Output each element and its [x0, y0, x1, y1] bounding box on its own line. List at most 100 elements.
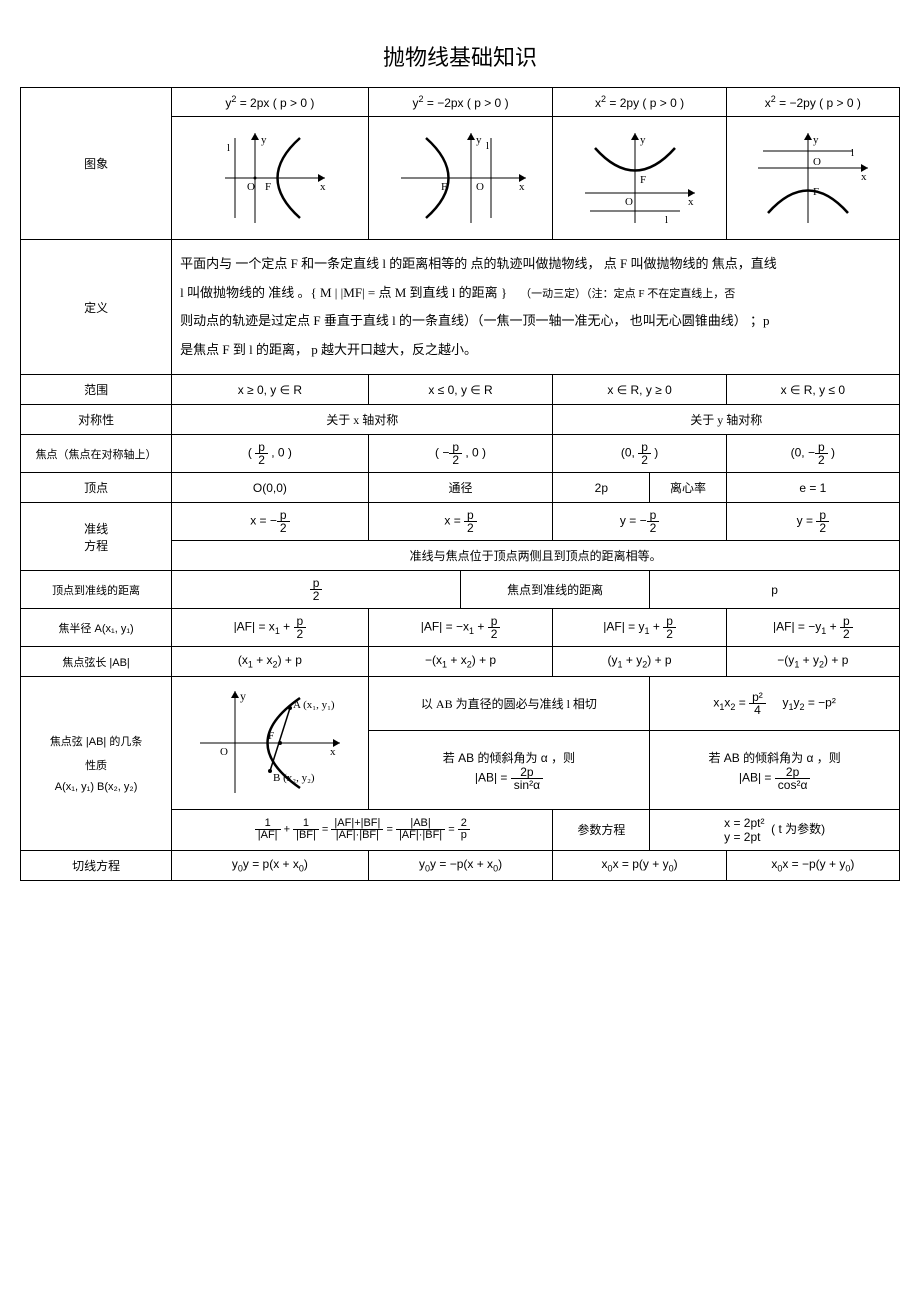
- def-line4: 是焦点 F 到 l 的距离， p 越大开口越大，反之越小。: [180, 342, 477, 357]
- dir2-pre: x =: [444, 514, 464, 528]
- svg-text:O: O: [476, 181, 484, 193]
- chord-r2c2-text: 若 AB 的倾斜角为 α ，则: [654, 749, 895, 766]
- def-line3: 则动点的轨迹是过定点 F 垂直于直线 l 的一条直线）（一焦一顶一轴一准无心， …: [180, 313, 769, 328]
- focus4: (0, −p2 ): [726, 435, 899, 473]
- graph3: y O F x l: [553, 117, 726, 240]
- svg-text:y: y: [261, 134, 267, 146]
- svg-text:l: l: [227, 142, 230, 154]
- range3: x ∈ R, y ≥ 0: [553, 375, 726, 405]
- row-label-tangent: 切线方程: [21, 850, 172, 880]
- fc1: (x1 + x2) + p: [172, 647, 368, 676]
- def-line1: 平面内与 一个定点 F 和一条定直线 l 的距离相等的 点的轨迹叫做抛物线， 点…: [180, 256, 777, 271]
- chord-r3c2b: x = 2pt² y = 2pt ( t 为参数): [650, 809, 900, 850]
- focus1: ( p2 , 0 ): [172, 435, 368, 473]
- fr2: |AF| = −x1 + p2: [368, 609, 553, 647]
- def-line2b: （一动三定）（注：定点 F 不在定直线上，否: [520, 288, 735, 300]
- svg-text:x: x: [320, 181, 326, 193]
- row-label-chord: 焦点弦 |AB| 的几条 性质 A(x₁, y₁) B(x₂, y₂): [21, 676, 172, 850]
- r2c2-den: cos²α: [775, 779, 811, 791]
- chord-r3c2a: 参数方程: [553, 809, 650, 850]
- svg-text:x: x: [688, 196, 694, 208]
- symmetry-x: 关于 x 轴对称: [172, 405, 553, 435]
- symmetry-y: 关于 y 轴对称: [553, 405, 900, 435]
- row-label-fc: 焦点弦长 |AB|: [21, 647, 172, 676]
- vertex-val: O(0,0): [172, 473, 368, 503]
- chord-r3c1: 1|AF| + 1|BF| = |AF|+|BF||AF|·|BF| = |AB…: [172, 809, 553, 850]
- chord-graph: y O F x A (x₁, y₁) B (x₂, y₂): [172, 676, 368, 809]
- dir1: x = −p2: [172, 503, 368, 541]
- fr4: |AF| = −y1 + p2: [726, 609, 899, 647]
- param-y: y = 2pt: [724, 830, 764, 844]
- svg-text:x: x: [861, 171, 867, 183]
- r2c2-num: 2p: [775, 766, 811, 779]
- eq1: y2 = 2px ( p > 0 ): [172, 88, 368, 117]
- focus3: (0, p2 ): [553, 435, 726, 473]
- graph4: y O F x l: [726, 117, 899, 240]
- svg-text:F: F: [640, 174, 646, 186]
- latus-val: 2p: [553, 473, 650, 503]
- range1: x ≥ 0, y ∈ R: [172, 375, 368, 405]
- svg-text:O: O: [625, 196, 633, 208]
- directrix-l2: 方程: [25, 537, 167, 554]
- row-label-symmetry: 对称性: [21, 405, 172, 435]
- chord-l1: 焦点弦 |AB| 的几条: [25, 733, 167, 749]
- dir3: y = −p2: [553, 503, 726, 541]
- eq3: x2 = 2py ( p > 0 ): [553, 88, 726, 117]
- row-label-vertex: 顶点: [21, 473, 172, 503]
- svg-text:F: F: [813, 186, 819, 198]
- ftd-val: p: [650, 571, 900, 609]
- chord-r2c1: 若 AB 的倾斜角为 α ，则 |AB| = 2psin²α: [368, 731, 650, 810]
- svg-text:F: F: [265, 181, 271, 193]
- svg-text:F: F: [441, 181, 447, 193]
- ecc-label: 离心率: [650, 473, 726, 503]
- tan3: x0x = p(y + y0): [553, 850, 726, 880]
- def-line2a: l 叫做抛物线的 准线 。{ M | |MF| = 点 M 到直线 l 的距离 …: [180, 285, 507, 300]
- svg-text:l: l: [851, 147, 854, 159]
- row-label-range: 范围: [21, 375, 172, 405]
- svg-text:B (x₂, y₂): B (x₂, y₂): [273, 772, 315, 784]
- svg-text:O: O: [247, 181, 255, 193]
- graph1: l y O F x: [172, 117, 368, 240]
- chord-l3: A(x₁, y₁) B(x₂, y₂): [25, 781, 167, 793]
- svg-text:l: l: [665, 214, 668, 226]
- dir1-pre: x = −: [250, 514, 277, 528]
- definition-text: 平面内与 一个定点 F 和一条定直线 l 的距离相等的 点的轨迹叫做抛物线， 点…: [172, 240, 900, 375]
- directrix-l1: 准线: [25, 520, 167, 537]
- eq4: x2 = −2py ( p > 0 ): [726, 88, 899, 117]
- svg-text:y: y: [476, 134, 482, 146]
- row-label-directrix: 准线 方程: [21, 503, 172, 571]
- svg-text:x: x: [330, 746, 336, 758]
- tan4: x0x = −p(y + y0): [726, 850, 899, 880]
- svg-text:O: O: [813, 156, 821, 168]
- row-label-image: 图象: [21, 88, 172, 240]
- vtd-val: p2: [172, 571, 461, 609]
- dir4: y = p2: [726, 503, 899, 541]
- svg-text:y: y: [240, 689, 246, 703]
- focus2: ( −p2 , 0 ): [368, 435, 553, 473]
- param-note: ( t 为参数): [771, 822, 825, 836]
- fr3: |AF| = y1 + p2: [553, 609, 726, 647]
- row-label-definition: 定义: [21, 240, 172, 375]
- svg-text:O: O: [220, 746, 228, 758]
- svg-text:F: F: [268, 730, 274, 742]
- r2c1-num: 2p: [511, 766, 543, 779]
- dir-note: 准线与焦点位于顶点两侧且到顶点的距离相等。: [172, 541, 900, 571]
- chord-r1c2: x1x2 = p²4 y1y2 = −p²: [650, 676, 900, 730]
- row-label-focus: 焦点（焦点在对称轴上）: [21, 435, 172, 473]
- range2: x ≤ 0, y ∈ R: [368, 375, 553, 405]
- parabola-table: 图象 y2 = 2px ( p > 0 ) y2 = −2px ( p > 0 …: [20, 87, 900, 881]
- svg-text:y: y: [640, 134, 646, 146]
- fr1: |AF| = x1 + p2: [172, 609, 368, 647]
- ftd-label: 焦点到准线的距离: [461, 571, 650, 609]
- svg-text:A (x₁, y₁): A (x₁, y₁): [293, 699, 335, 711]
- dir4-2: 2: [816, 522, 829, 534]
- fc4: −(y1 + y2) + p: [726, 647, 899, 676]
- row-label-fr: 焦半径 A(x₁, y₁): [21, 609, 172, 647]
- fc2: −(x1 + x2) + p: [368, 647, 553, 676]
- dir1-2: 2: [277, 522, 290, 534]
- tan2: y0y = −p(x + x0): [368, 850, 553, 880]
- tan1: y0y = p(x + x0): [172, 850, 368, 880]
- chord-r1c1: 以 AB 为直径的圆必与准线 l 相切: [368, 676, 650, 730]
- ecc-val: e = 1: [726, 473, 899, 503]
- dir2-2: 2: [464, 522, 477, 534]
